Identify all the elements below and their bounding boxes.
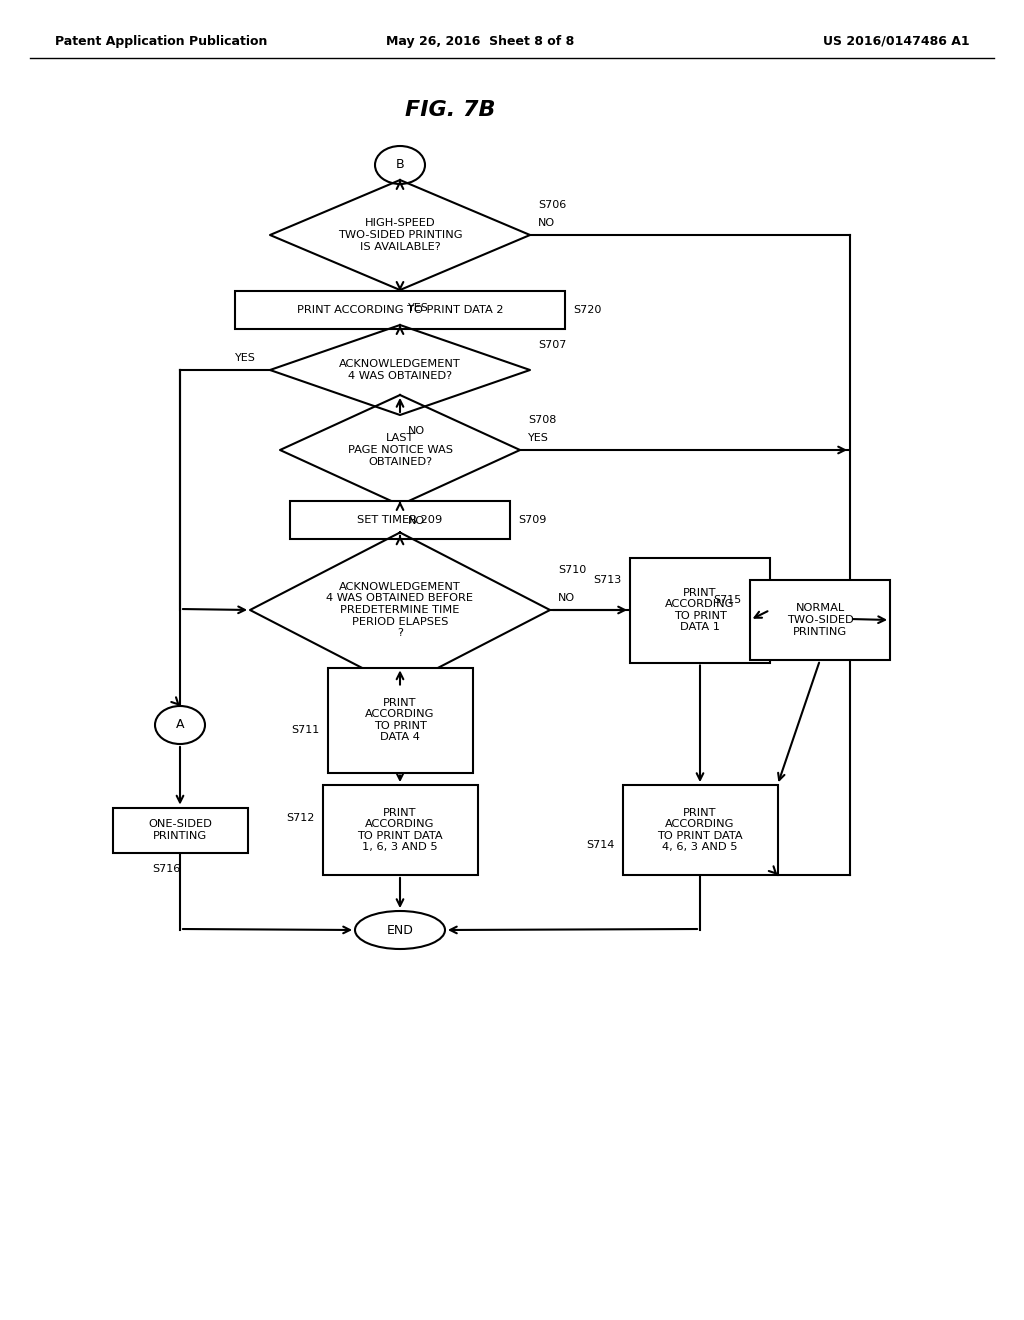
Text: YES: YES: [234, 352, 256, 363]
Text: HIGH-SPEED
TWO-SIDED PRINTING
IS AVAILABLE?: HIGH-SPEED TWO-SIDED PRINTING IS AVAILAB…: [338, 218, 462, 252]
FancyBboxPatch shape: [234, 290, 565, 329]
Text: ONE-SIDED
PRINTING: ONE-SIDED PRINTING: [148, 820, 212, 841]
Text: S708: S708: [528, 414, 556, 425]
Ellipse shape: [375, 147, 425, 183]
Text: S716: S716: [152, 863, 180, 874]
Text: S706: S706: [538, 201, 566, 210]
Text: NO: NO: [408, 516, 425, 525]
Text: PRINT
ACCORDING
TO PRINT
DATA 4: PRINT ACCORDING TO PRINT DATA 4: [366, 697, 434, 742]
Text: ACKNOWLEDGEMENT
4 WAS OBTAINED?: ACKNOWLEDGEMENT 4 WAS OBTAINED?: [339, 359, 461, 380]
Text: Patent Application Publication: Patent Application Publication: [55, 36, 267, 48]
Text: S707: S707: [538, 341, 566, 350]
Text: S709: S709: [518, 515, 547, 525]
Text: NO: NO: [538, 218, 555, 228]
FancyBboxPatch shape: [290, 502, 510, 539]
Text: YES: YES: [408, 304, 429, 313]
Text: SET TIMER 209: SET TIMER 209: [357, 515, 442, 525]
Text: END: END: [387, 924, 414, 936]
Text: S712: S712: [286, 813, 314, 822]
FancyBboxPatch shape: [323, 785, 477, 875]
Text: A: A: [176, 718, 184, 731]
Text: S720: S720: [573, 305, 601, 315]
Text: May 26, 2016  Sheet 8 of 8: May 26, 2016 Sheet 8 of 8: [386, 36, 574, 48]
Text: NORMAL
TWO-SIDED
PRINTING: NORMAL TWO-SIDED PRINTING: [786, 603, 853, 636]
Text: S714: S714: [586, 840, 614, 850]
FancyBboxPatch shape: [623, 785, 777, 875]
Text: B: B: [395, 158, 404, 172]
Text: PRINT ACCORDING TO PRINT DATA 2: PRINT ACCORDING TO PRINT DATA 2: [297, 305, 503, 315]
FancyBboxPatch shape: [328, 668, 472, 772]
Polygon shape: [280, 395, 520, 506]
Text: LAST
PAGE NOTICE WAS
OBTAINED?: LAST PAGE NOTICE WAS OBTAINED?: [347, 433, 453, 466]
Polygon shape: [270, 180, 530, 290]
Text: PRINT
ACCORDING
TO PRINT
DATA 1: PRINT ACCORDING TO PRINT DATA 1: [666, 587, 734, 632]
Text: FIG. 7B: FIG. 7B: [404, 100, 496, 120]
Text: US 2016/0147486 A1: US 2016/0147486 A1: [823, 36, 970, 48]
Text: S710: S710: [558, 565, 587, 576]
FancyBboxPatch shape: [113, 808, 248, 853]
Text: S711: S711: [291, 725, 319, 735]
Text: PRINT
ACCORDING
TO PRINT DATA
4, 6, 3 AND 5: PRINT ACCORDING TO PRINT DATA 4, 6, 3 AN…: [657, 808, 742, 853]
Text: YES: YES: [408, 698, 429, 709]
Ellipse shape: [355, 911, 445, 949]
Text: YES: YES: [528, 433, 549, 444]
Text: ACKNOWLEDGEMENT
4 WAS OBTAINED BEFORE
PREDETERMINE TIME
PERIOD ELAPSES
?: ACKNOWLEDGEMENT 4 WAS OBTAINED BEFORE PR…: [327, 582, 473, 638]
Text: NO: NO: [558, 593, 575, 603]
Text: PRINT
ACCORDING
TO PRINT DATA
1, 6, 3 AND 5: PRINT ACCORDING TO PRINT DATA 1, 6, 3 AN…: [357, 808, 442, 853]
Polygon shape: [270, 325, 530, 414]
Text: S713: S713: [594, 576, 622, 585]
FancyBboxPatch shape: [750, 579, 890, 660]
Text: S715: S715: [714, 595, 742, 605]
FancyBboxPatch shape: [630, 557, 770, 663]
Text: NO: NO: [408, 426, 425, 436]
Ellipse shape: [155, 706, 205, 744]
Polygon shape: [250, 532, 550, 688]
